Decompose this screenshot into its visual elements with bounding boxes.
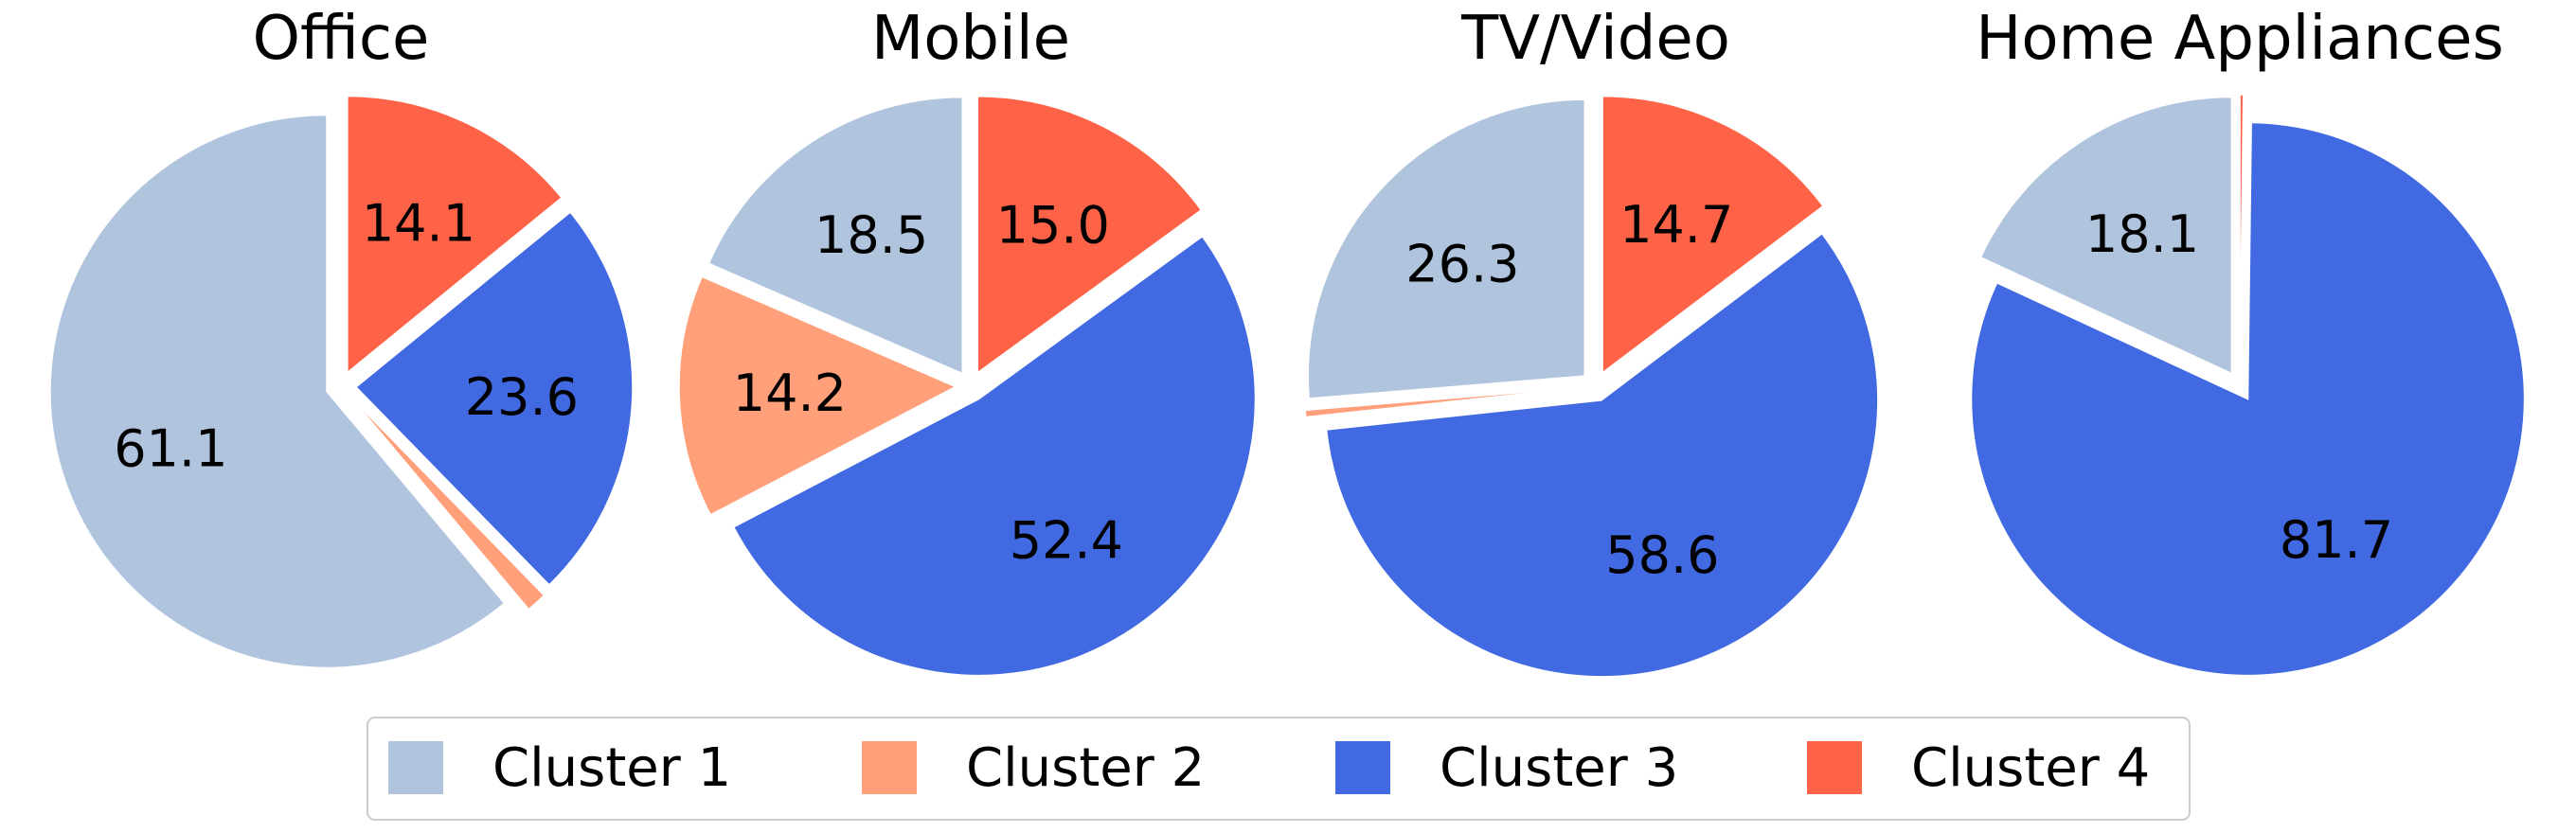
pie-title: TV/Video <box>1460 4 1730 74</box>
pie-slice-cluster-1 <box>1307 98 1585 399</box>
pie-slice-cluster-3 <box>354 211 634 587</box>
legend-item-cluster-1: Cluster 1 <box>388 737 731 799</box>
pie-slice-cluster-1 <box>707 96 963 375</box>
slice-value-label: 23.6 <box>465 367 579 427</box>
legend-item-cluster-2: Cluster 2 <box>862 737 1205 799</box>
pie-home-appliances: Home Appliances 18.1 81.7 <box>1970 4 2526 677</box>
pie-slice-cluster-4 <box>976 95 1203 375</box>
pie-title: Mobile <box>871 4 1070 74</box>
legend-item-cluster-3: Cluster 3 <box>1335 737 1678 799</box>
legend-item-cluster-4: Cluster 4 <box>1807 737 2150 799</box>
legend-label: Cluster 4 <box>1911 737 2150 799</box>
pie-slice-cluster-4 <box>1601 95 1825 375</box>
legend-label: Cluster 3 <box>1440 737 1678 799</box>
slice-value-label: 52.4 <box>1010 510 1123 570</box>
slice-value-label: 18.5 <box>814 205 928 265</box>
pie-slice-cluster-4 <box>2239 94 2245 372</box>
slice-value-label: 58.6 <box>1605 525 1719 585</box>
pie-slice-cluster-3 <box>732 235 1257 677</box>
legend: Cluster 1 Cluster 2 Cluster 3 Cluster 4 <box>367 717 2191 821</box>
legend-label: Cluster 2 <box>966 737 1205 799</box>
pie-slice-cluster-3 <box>1325 232 1879 678</box>
pie-slice-cluster-1 <box>49 114 506 669</box>
slice-value-label: 14.1 <box>362 193 475 253</box>
pie-title: Home Appliances <box>1976 4 2504 74</box>
pie-slice-cluster-2 <box>350 397 546 611</box>
slice-value-label: 14.7 <box>1619 195 1733 255</box>
slice-value-label: 15.0 <box>996 196 1110 256</box>
pie-slice-cluster-2 <box>678 275 957 516</box>
pie-slice-cluster-1 <box>1979 96 2233 375</box>
legend-swatch <box>1335 741 1390 794</box>
slice-value-label: 61.1 <box>114 418 227 478</box>
legend-frame <box>367 717 2191 821</box>
pie-title: Office <box>253 4 430 74</box>
pie-slice-cluster-3 <box>1970 121 2526 677</box>
pie-mobile: Mobile 18.5 14.2 52.4 15.0 <box>678 4 1257 677</box>
pie-slice-cluster-4 <box>347 95 564 375</box>
legend-swatch <box>862 741 917 794</box>
slice-value-label: 18.1 <box>2085 204 2199 264</box>
slice-value-label: 81.7 <box>2280 510 2393 570</box>
legend-swatch <box>388 741 443 794</box>
legend-label: Cluster 1 <box>492 737 731 799</box>
pie-slice-cluster-2 <box>1304 386 1582 418</box>
pie-office: Office 61.1 23.6 14.1 <box>49 4 634 669</box>
slice-value-label: 26.3 <box>1405 234 1519 293</box>
pie-tv-video: TV/Video 26.3 58.6 14.7 <box>1304 4 1879 678</box>
legend-swatch <box>1807 741 1862 794</box>
slice-value-label: 14.2 <box>733 363 847 423</box>
